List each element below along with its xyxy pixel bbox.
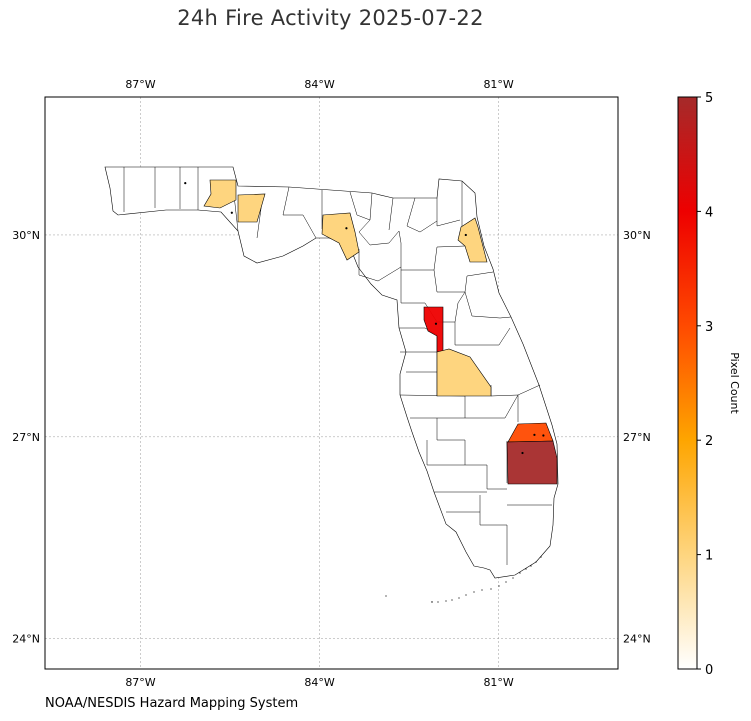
map-title: 24h Fire Activity 2025-07-22 [177, 6, 484, 30]
fire-point [345, 227, 348, 230]
county-washington [237, 193, 266, 223]
map-frame [44, 96, 619, 670]
county-santa-rosa [203, 179, 237, 209]
florida-outline [104, 166, 559, 579]
colorbar-ticks: 0 1 2 3 4 5 [697, 91, 713, 678]
fire-point [542, 434, 545, 437]
colorbar-tick-label: 5 [705, 91, 713, 106]
county-st-johns [457, 217, 488, 263]
fire-points [184, 182, 545, 455]
fire-point [434, 322, 438, 325]
lat-tick-label-left: 30°N [12, 229, 40, 242]
lat-tick-label-left: 24°N [12, 633, 40, 646]
fire-point [533, 433, 536, 436]
county-okeechobee [506, 440, 558, 485]
colorbar-tick-label: 0 [705, 663, 713, 678]
fire-point [230, 211, 233, 214]
fire-point [184, 182, 187, 185]
colorbar-tick-label: 4 [705, 205, 713, 220]
axis-ticks: 87°W 87°W 84°W 84°W 81°W 81°W 30°N 30°N 27°N 27°N… [12, 78, 650, 689]
fire-point [521, 451, 524, 455]
lon-tick-label-top: 87°W [125, 78, 155, 91]
lat-tick-label-right: 24°N [623, 633, 651, 646]
lon-tick-label-bottom: 87°W [125, 676, 155, 689]
colorbar-label: Pixel Count [728, 352, 741, 414]
county-polk [436, 348, 492, 397]
lat-tick-label-left: 27°N [12, 431, 40, 444]
source-credit: NOAA/NESDIS Hazard Mapping System [45, 696, 299, 711]
county-layer [104, 166, 559, 579]
lon-tick-label-bottom: 81°W [483, 676, 513, 689]
colorbar-tick-label: 3 [705, 320, 713, 335]
lon-tick-label-top: 84°W [304, 78, 334, 91]
lat-tick-label-right: 27°N [623, 431, 651, 444]
lat-tick-label-right: 30°N [623, 229, 651, 242]
lon-tick-label-bottom: 84°W [304, 676, 334, 689]
county-sumter [423, 306, 444, 353]
colorbar [677, 96, 698, 670]
colorbar-tick-label: 1 [705, 549, 713, 564]
fire-point [464, 233, 467, 237]
florida-keys [385, 556, 542, 603]
county-madison [321, 212, 360, 261]
lon-tick-label-top: 81°W [483, 78, 513, 91]
colorbar-tick-label: 2 [705, 434, 713, 449]
